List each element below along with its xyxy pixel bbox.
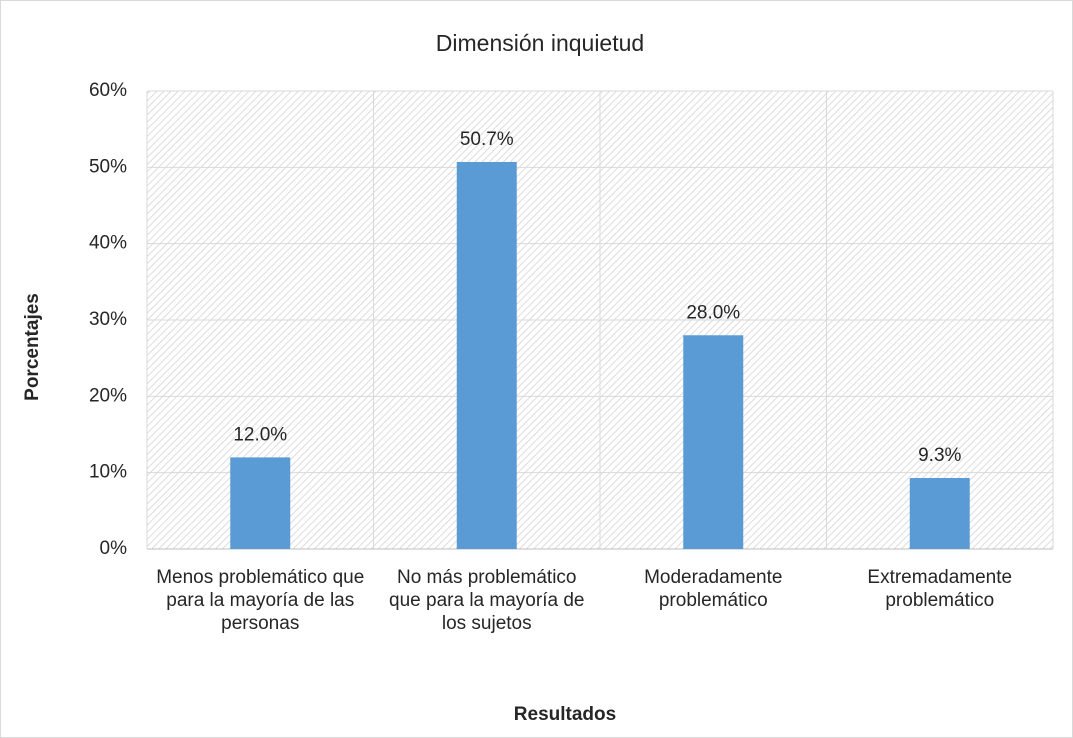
y-tick-label: 60%	[89, 80, 127, 101]
data-label: 28.0%	[686, 302, 740, 323]
bar	[230, 457, 291, 549]
data-label: 12.0%	[233, 424, 287, 445]
y-tick-label: 50%	[89, 156, 127, 177]
bar	[909, 478, 970, 549]
data-label: 50.7%	[460, 129, 514, 150]
y-tick-label: 30%	[89, 309, 127, 330]
data-label: 9.3%	[918, 445, 961, 466]
x-tick-label: Extremadamente problemático	[867, 567, 1013, 611]
x-tick-label: Menos problemático que para la mayoría d…	[156, 567, 365, 634]
chart-title: Dimensión inquietud	[436, 30, 644, 56]
y-tick-label: 10%	[89, 462, 127, 483]
y-tick-label: 20%	[89, 385, 127, 406]
y-axis-title: Porcentajes	[22, 293, 43, 401]
y-tick-label: 40%	[89, 233, 127, 254]
bar	[456, 161, 517, 550]
x-axis-title: Resultados	[514, 704, 616, 725]
x-tick-label: Moderadamente problemático	[644, 567, 783, 611]
y-tick-label: 0%	[100, 538, 128, 559]
bar	[683, 335, 744, 549]
x-tick-label: No más problemático que para la mayoría …	[389, 567, 585, 634]
